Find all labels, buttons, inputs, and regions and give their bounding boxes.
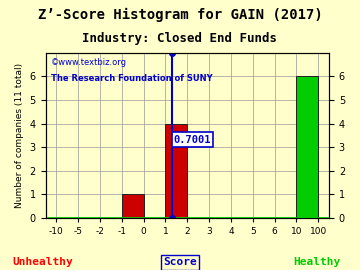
Text: Unhealthy: Unhealthy <box>13 257 73 267</box>
Bar <box>296 76 318 218</box>
Text: 0.7001: 0.7001 <box>174 134 211 144</box>
Text: The Research Foundation of SUNY: The Research Foundation of SUNY <box>51 74 213 83</box>
Bar <box>122 194 144 218</box>
Y-axis label: Number of companies (11 total): Number of companies (11 total) <box>15 63 24 208</box>
Bar <box>166 124 187 218</box>
Text: ©www.textbiz.org: ©www.textbiz.org <box>51 58 127 67</box>
Text: Z’-Score Histogram for GAIN (2017): Z’-Score Histogram for GAIN (2017) <box>38 8 322 22</box>
Text: Healthy: Healthy <box>293 257 341 267</box>
Text: Industry: Closed End Funds: Industry: Closed End Funds <box>82 32 278 45</box>
Text: Score: Score <box>163 257 197 267</box>
